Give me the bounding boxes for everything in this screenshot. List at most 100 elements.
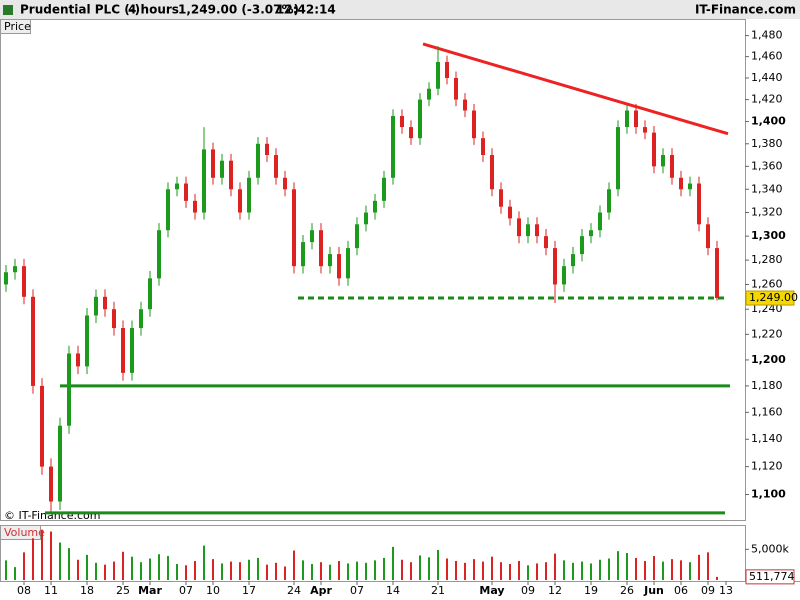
candle-body xyxy=(265,143,269,156)
volume-bar xyxy=(644,560,646,580)
candle-body xyxy=(571,254,575,267)
interval: 4 hours xyxy=(128,3,179,17)
candle-body xyxy=(580,236,584,255)
volume-bar xyxy=(239,562,241,580)
volume-bar xyxy=(86,554,88,580)
y-tick-label: 1,180 xyxy=(751,379,783,392)
candle-body xyxy=(301,242,305,267)
candle-body xyxy=(391,116,395,178)
y-tick-label: 1,160 xyxy=(751,405,783,418)
volume-bar xyxy=(599,559,601,580)
candle-body xyxy=(589,230,593,237)
y-tick-label: 1,140 xyxy=(751,432,783,445)
candle-body xyxy=(220,160,224,178)
volume-bar xyxy=(356,561,358,580)
candle-body xyxy=(94,296,98,316)
volume-bar xyxy=(698,554,700,580)
x-tick-label: 10 xyxy=(206,584,220,597)
volume-bar xyxy=(653,556,655,580)
volume-bar xyxy=(689,562,691,580)
candle-body xyxy=(202,149,206,213)
volume-bar xyxy=(392,546,394,580)
x-tick-label: 13 xyxy=(719,584,733,597)
candle-body xyxy=(409,127,413,139)
last-volume-box xyxy=(745,569,795,585)
candle-body xyxy=(535,224,539,237)
candle-body xyxy=(472,110,476,139)
volume-bar xyxy=(572,562,574,580)
volume-bar xyxy=(203,545,205,580)
volume-bar xyxy=(338,560,340,580)
last-change: 1,249.00 (-3.07%) xyxy=(178,3,299,17)
candle-body xyxy=(76,353,80,367)
volume-bar xyxy=(23,552,25,580)
candle-body xyxy=(607,189,611,213)
candle-body xyxy=(616,127,620,190)
candle-body xyxy=(292,189,296,267)
volume-bar xyxy=(680,560,682,580)
volume-bar xyxy=(140,562,142,580)
volume-bar xyxy=(95,562,97,580)
volume-bar xyxy=(329,564,331,580)
candle-body xyxy=(382,177,386,201)
volume-bar xyxy=(662,561,664,580)
volume-bar xyxy=(275,562,277,580)
last-volume-label: 511,774 xyxy=(749,570,795,583)
candle-body xyxy=(22,266,26,297)
price-pane-tab xyxy=(0,19,31,34)
volume-bar xyxy=(608,558,610,580)
volume-bar xyxy=(320,562,322,580)
candle-body xyxy=(499,189,503,207)
candle-body xyxy=(445,61,449,78)
volume-bar xyxy=(581,561,583,580)
candle-body xyxy=(31,296,35,386)
candle-body xyxy=(715,248,719,299)
volume-bar xyxy=(383,557,385,580)
x-tick-label: 09 xyxy=(701,584,715,597)
y-tick-label: 1,300 xyxy=(751,229,786,242)
candle-body xyxy=(661,155,665,167)
candle-body xyxy=(193,200,197,213)
volume-bar xyxy=(446,558,448,580)
volume-pane-tab xyxy=(0,525,41,540)
volume-bar xyxy=(77,559,79,580)
candle-body xyxy=(40,385,44,467)
x-tick-label: 18 xyxy=(80,584,94,597)
candle-body xyxy=(346,248,350,279)
y-tick-label: 1,360 xyxy=(751,159,783,172)
x-tick-label: 07 xyxy=(350,584,364,597)
price-pane-label: Price xyxy=(4,20,31,33)
volume-bar xyxy=(32,538,34,580)
y-tick-label: 1,380 xyxy=(751,137,783,150)
volume-bar xyxy=(41,529,43,580)
candle-body xyxy=(463,99,467,111)
y-tick-label: 1,120 xyxy=(751,460,783,473)
volume-bar xyxy=(149,558,151,580)
x-tick-label: 14 xyxy=(386,584,400,597)
x-tick-label: 25 xyxy=(116,584,130,597)
x-tick-label: 08 xyxy=(17,584,31,597)
candle-body xyxy=(706,224,710,249)
candle-body xyxy=(229,160,233,190)
logo-icon xyxy=(3,5,13,15)
volume-bar xyxy=(500,562,502,580)
candle-body xyxy=(256,143,260,178)
volume-bar xyxy=(230,561,232,580)
volume-bar xyxy=(311,564,313,580)
volume-bar xyxy=(482,561,484,580)
x-tick-label: Apr xyxy=(310,584,332,597)
candle-body xyxy=(526,224,530,237)
volume-bar xyxy=(554,553,556,580)
volume-bar xyxy=(545,562,547,580)
volume-bar xyxy=(347,563,349,580)
candle-body xyxy=(4,272,8,285)
volume-bar xyxy=(527,565,529,580)
volume-bar xyxy=(59,542,61,580)
volume-tick-label: 5,000k xyxy=(751,542,789,555)
x-tick-label: 11 xyxy=(44,584,58,597)
volume-bar xyxy=(257,557,259,580)
volume-bar xyxy=(365,562,367,580)
candle-body xyxy=(319,230,323,267)
volume-bar xyxy=(401,559,403,580)
